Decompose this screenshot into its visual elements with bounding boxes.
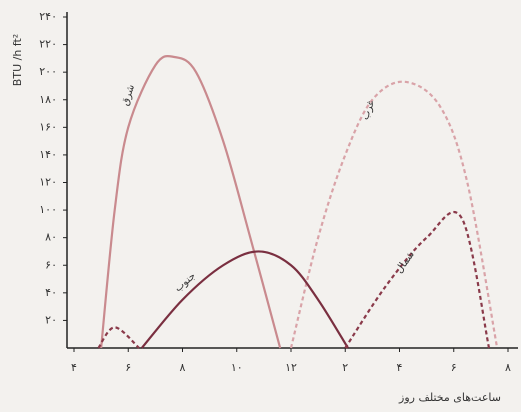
x-tick-label: ۸ — [505, 361, 511, 374]
y-tick-label: ۱۴۰ — [39, 148, 57, 161]
y-tick-label: ۲۲۰ — [39, 38, 57, 51]
x-tick-label: ۱۲ — [285, 361, 297, 374]
x-tick-label: ۴ — [71, 361, 77, 374]
y-tick-label: ۸۰ — [45, 231, 57, 244]
y-tick-label: ۱۶۰ — [39, 120, 57, 133]
series-label: غرب — [360, 99, 377, 122]
line — [100, 54, 282, 349]
y-tick-label: ۱۸۰ — [39, 93, 57, 106]
line — [97, 210, 491, 349]
series-label: شرق — [120, 83, 137, 107]
x-tick-label: ۲ — [342, 361, 348, 374]
y-axis-label: BTU /h ft² — [11, 34, 24, 86]
x-tick-label: ۶ — [451, 361, 457, 374]
y-tick-label: ۱۰۰ — [39, 203, 57, 216]
x-tick-label: ۸ — [180, 361, 186, 374]
line — [289, 80, 499, 349]
y-tick-label: ۲۰۰ — [39, 65, 57, 78]
y-tick-label: ۲۴۰ — [39, 10, 57, 23]
x-tick-label: ۴ — [397, 361, 403, 374]
line — [140, 250, 349, 349]
x-axis-label: ساعت‌های مختلف روز — [398, 391, 501, 404]
y-tick-label: ۱۲۰ — [39, 176, 57, 189]
y-tick-label: ۴۰ — [45, 286, 57, 299]
y-tick-label: ۲۰ — [45, 313, 57, 326]
x-tick-label: ۱۰ — [231, 361, 243, 374]
series-label: جنوب — [173, 271, 198, 295]
series-label: شمال — [394, 249, 417, 275]
y-tick-label: ۶۰ — [45, 258, 57, 271]
x-tick-label: ۶ — [125, 361, 131, 374]
